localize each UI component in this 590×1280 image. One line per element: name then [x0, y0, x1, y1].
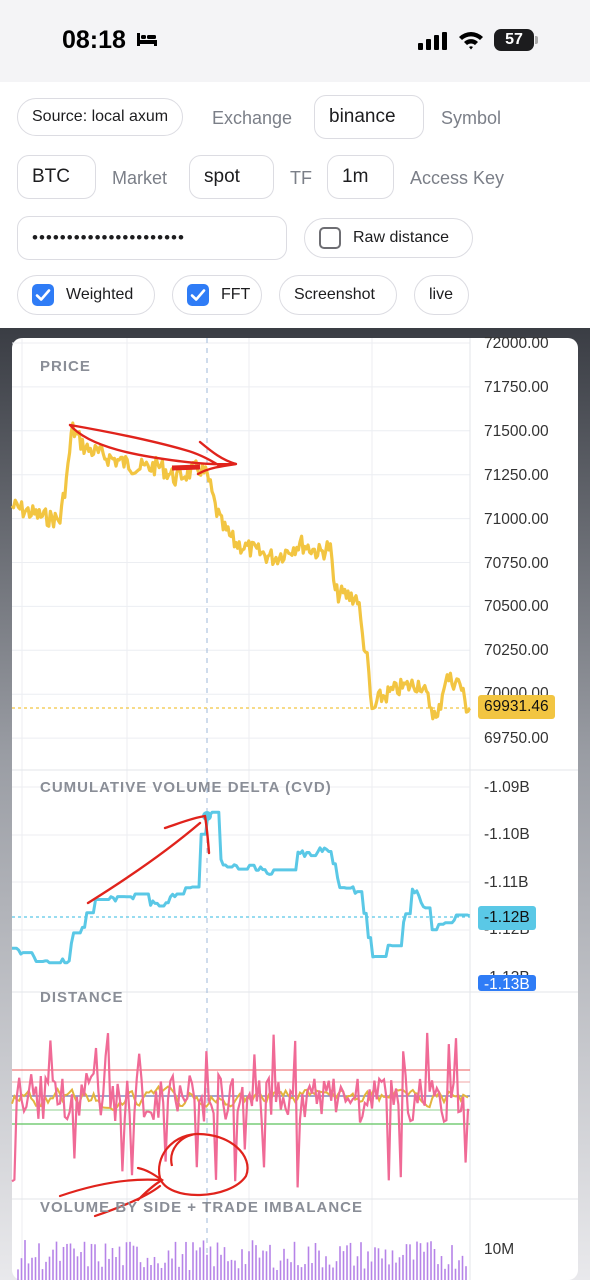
weighted-toggle[interactable]: Weighted [17, 275, 155, 315]
access-key-input[interactable]: •••••••••••••••••••••• [17, 216, 287, 260]
battery-icon: 57 [494, 29, 538, 51]
price-pane-title: PRICE [40, 358, 91, 375]
annotation-arrow [58, 1166, 165, 1218]
price-tick-label: 69750.00 [484, 730, 549, 747]
volume-tick-label: 10M [484, 1241, 515, 1258]
raw-distance-checkbox[interactable] [319, 227, 341, 249]
price-tick-label: 71750.00 [484, 379, 549, 396]
status-bar: 08:18 57 [0, 0, 590, 82]
fft-label: FFT [221, 286, 251, 303]
price-series-line [10, 421, 472, 721]
source-button[interactable]: Source: local axum [17, 98, 184, 136]
live-button[interactable]: live [414, 275, 469, 315]
distance-series-raw [11, 1032, 470, 1188]
weighted-checkbox[interactable] [32, 284, 54, 306]
screenshot-button[interactable]: Screenshot [279, 275, 397, 315]
symbol-label: Symbol [441, 108, 502, 128]
cvd-tick-label: -1.09B [484, 779, 530, 796]
fft-toggle[interactable]: FFT [172, 275, 262, 315]
access-key-label: Access Key [410, 168, 505, 188]
cvd-tick-label: -1.10B [484, 826, 530, 843]
exchange-input[interactable]: binance [314, 95, 424, 139]
price-tick-label: 71000.00 [484, 511, 549, 528]
weighted-label: Weighted [66, 286, 134, 303]
checkmark-icon [190, 289, 206, 301]
fft-checkbox[interactable] [187, 284, 209, 306]
price-tick-label: 71500.00 [484, 423, 549, 440]
exchange-label: Exchange [212, 108, 293, 128]
symbol-input[interactable]: BTC [17, 155, 96, 199]
price-tick-label: 70500.00 [484, 598, 549, 615]
controls-panel: Source: local axum Exchange binance Symb… [0, 82, 590, 328]
cellular-signal-icon [418, 32, 447, 50]
market-input[interactable]: spot [189, 155, 274, 199]
cvd-last-value-tag: -1.12B [478, 906, 536, 930]
timeframe-input[interactable]: 1m [327, 155, 394, 199]
cvd-tick-label: -1.11B [484, 874, 529, 891]
annotation-circle [157, 1132, 249, 1197]
distance-pane-title: DISTANCE [40, 989, 124, 1006]
price-tick-label: 70250.00 [484, 642, 549, 659]
raw-distance-toggle[interactable]: Raw distance [304, 218, 473, 258]
market-label: Market [112, 168, 168, 188]
price-tick-label: 72000.00 [484, 335, 549, 352]
cvd-series-line [12, 810, 471, 965]
wifi-icon [459, 32, 483, 50]
annotation-arrow [68, 423, 238, 476]
price-tick-label: 71250.00 [484, 467, 549, 484]
annotation-stroke [171, 464, 201, 471]
price-last-value-tag: 69931.46 [478, 695, 555, 719]
battery-level: 57 [494, 29, 534, 51]
status-time: 08:18 [62, 26, 126, 54]
annotation-arrow [86, 814, 211, 905]
raw-distance-label: Raw distance [353, 229, 450, 246]
checkmark-icon [35, 289, 51, 301]
cvd-lower-tag: -1.13B [478, 975, 536, 991]
sleep-mode-icon [137, 33, 157, 46]
chart-canvas[interactable] [0, 328, 590, 1280]
cvd-pane-title: CUMULATIVE VOLUME DELTA (CVD) [40, 779, 332, 796]
price-tick-label: 70750.00 [484, 555, 549, 572]
chart-area[interactable]: PRICE CUMULATIVE VOLUME DELTA (CVD) DIST… [0, 328, 590, 1280]
volume-pane-title: VOLUME BY SIDE + TRADE IMBALANCE [40, 1199, 363, 1216]
tf-label: TF [290, 168, 312, 188]
